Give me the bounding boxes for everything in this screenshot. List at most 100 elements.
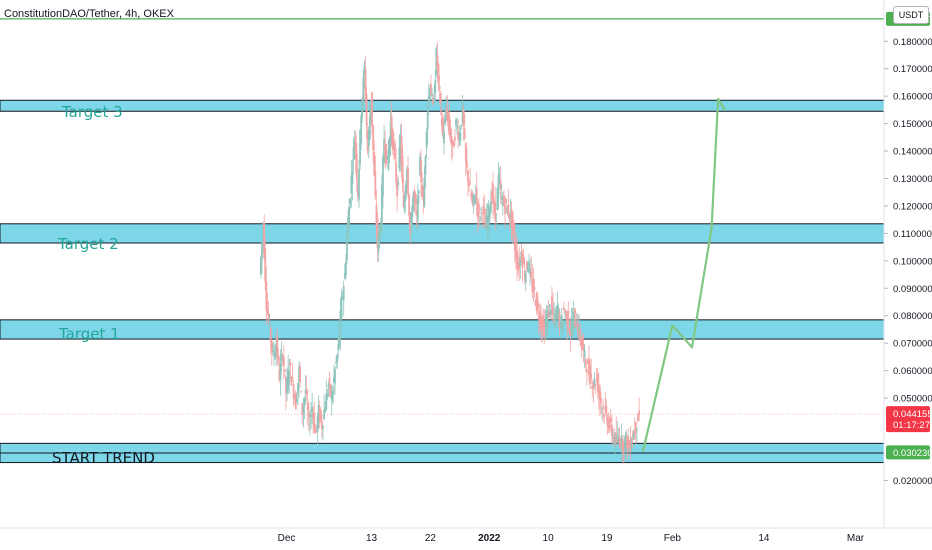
candle-body: [395, 161, 397, 182]
price-badge[interactable]: [886, 445, 930, 460]
candle-body: [302, 406, 305, 413]
candle-body: [499, 180, 502, 190]
candle-body: [317, 405, 320, 423]
candle-body: [591, 386, 594, 389]
candle-body: [468, 182, 470, 187]
candle-body: [626, 436, 629, 449]
annotation-start-trend[interactable]: START TREND: [52, 449, 155, 467]
candle-body: [295, 399, 298, 402]
candle-body: [382, 157, 384, 197]
candle-body: [567, 310, 570, 329]
candle-body: [268, 321, 271, 326]
candle-body: [431, 93, 433, 97]
candle-body: [601, 407, 603, 409]
candle-body: [435, 48, 438, 75]
candle-body: [386, 156, 389, 160]
candle-body: [489, 201, 492, 214]
candle-body: [364, 69, 367, 101]
current-price-badge[interactable]: [886, 406, 930, 433]
candle-body: [496, 188, 499, 211]
currency-unit-button[interactable]: USDT: [893, 6, 929, 24]
candle-body: [430, 84, 432, 96]
candle-body: [410, 212, 413, 228]
candle-body: [523, 270, 526, 280]
candle-body: [455, 119, 457, 126]
horizontal-lines: [0, 18, 884, 415]
candle-body: [566, 312, 569, 326]
y-tick-label: 0.130000: [893, 174, 932, 185]
candle-body: [539, 311, 541, 326]
candle-body: [616, 435, 619, 439]
candle-body: [503, 195, 505, 205]
candle-body: [387, 149, 390, 170]
candle-body: [432, 98, 435, 104]
candle-body: [631, 437, 634, 441]
candle-body: [552, 307, 554, 315]
candle-body: [428, 88, 431, 100]
annotation-target-3[interactable]: Target 3: [61, 103, 123, 121]
time-axis-background[interactable]: [0, 528, 884, 550]
candle-body: [337, 344, 340, 351]
candle-body: [585, 369, 588, 373]
candle-body: [331, 391, 334, 402]
zone-3[interactable]: [0, 319, 885, 340]
candle-body: [414, 197, 417, 205]
candle-body: [319, 409, 322, 420]
candle-body: [530, 272, 533, 278]
candle-body: [434, 79, 437, 93]
candle-body: [349, 198, 352, 204]
candle-body: [633, 430, 636, 434]
candle-body: [621, 441, 624, 453]
annotation-target-1[interactable]: Target 1: [58, 325, 120, 343]
candle-body: [419, 156, 421, 176]
candle-body: [287, 369, 290, 390]
candle-body: [553, 314, 555, 315]
candle-body: [522, 258, 525, 264]
candle-body: [345, 261, 347, 276]
y-tick-label: 0.050000: [893, 394, 932, 405]
candle-body: [628, 446, 631, 449]
candle-body: [373, 152, 376, 176]
candle-body: [416, 195, 419, 222]
candle-body: [450, 136, 453, 146]
candle-body: [304, 389, 307, 395]
candle-body: [294, 392, 297, 410]
candle-body: [339, 310, 342, 336]
projection-line[interactable]: [641, 98, 720, 452]
candle-body: [365, 94, 368, 125]
candle-body: [583, 350, 586, 357]
candle-body: [486, 215, 489, 231]
candle-body: [636, 428, 638, 430]
candle-body: [592, 385, 595, 389]
candle-body: [394, 143, 396, 159]
candle-body: [358, 168, 360, 200]
candle-body: [579, 329, 582, 341]
candle-body: [554, 314, 557, 327]
candle-body: [533, 286, 536, 290]
candle-body: [390, 116, 393, 136]
candle-body: [615, 432, 618, 443]
candle-body: [321, 421, 323, 430]
candle-body: [454, 137, 456, 141]
candle-body: [515, 244, 517, 259]
x-tick-label: 19: [601, 533, 613, 544]
candle-body: [408, 194, 411, 217]
annotation-target-2[interactable]: Target 2: [57, 235, 119, 253]
candle-body: [286, 377, 288, 394]
candle-body: [368, 115, 371, 140]
candle-body: [581, 339, 584, 350]
zone-2[interactable]: [0, 223, 885, 244]
candle-body: [338, 335, 341, 347]
candle-body: [535, 292, 538, 311]
candle-body: [548, 304, 551, 308]
candle-body: [460, 124, 463, 127]
candle-body: [614, 433, 617, 445]
candle-body: [421, 185, 424, 197]
price-axis-background[interactable]: [884, 0, 932, 528]
candle-body: [483, 207, 486, 215]
candle-body: [479, 219, 481, 221]
candle-body: [313, 412, 316, 431]
candle-body: [632, 433, 635, 440]
candle-body: [436, 54, 439, 71]
